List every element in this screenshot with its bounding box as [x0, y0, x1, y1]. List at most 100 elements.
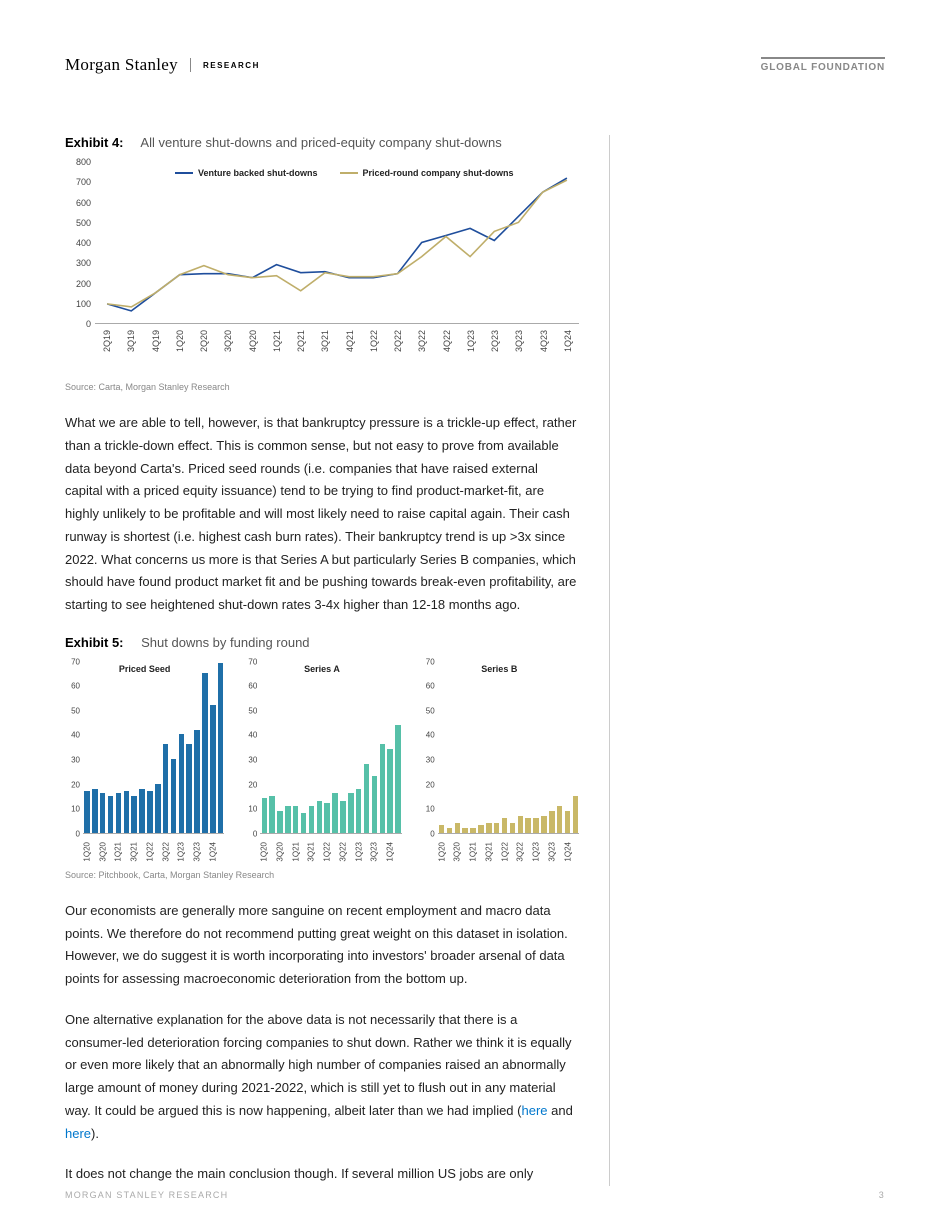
exhibit5-xtick: 3Q23 — [547, 842, 556, 862]
exhibit4-plot-area — [95, 162, 579, 324]
exhibit5-bar — [186, 744, 192, 832]
exhibit5-bar — [356, 789, 362, 833]
exhibit5-panel: Priced Seed0102030405060701Q203Q201Q213Q… — [65, 662, 224, 862]
exhibit4-xtick: 1Q21 — [272, 330, 282, 352]
exhibit4-xtick: 2Q22 — [393, 330, 403, 352]
exhibit5-plot-area — [438, 662, 579, 834]
exhibit5-bar — [293, 806, 299, 833]
exhibit5-bar — [269, 796, 275, 833]
exhibit5-bar — [210, 705, 216, 833]
exhibit5-xtick: 3Q20 — [276, 842, 285, 862]
exhibit5-bar — [372, 776, 378, 833]
exhibit5-ytick: 10 — [65, 805, 80, 814]
exhibit4-xtick: 1Q22 — [369, 330, 379, 352]
exhibit5-bar — [541, 816, 547, 833]
exhibit5-xtick: 1Q24 — [563, 842, 572, 862]
exhibit5-xtick: 3Q21 — [307, 842, 316, 862]
exhibit5-bar — [301, 813, 307, 833]
exhibit5-bar — [455, 823, 461, 833]
para3-a: One alternative explanation for the abov… — [65, 1012, 572, 1118]
exhibit4-label: Exhibit 4: — [65, 135, 124, 150]
exhibit5-xtick: 1Q20 — [82, 842, 91, 862]
page-header: Morgan Stanley RESEARCH GLOBAL FOUNDATIO… — [65, 55, 885, 75]
global-foundation-label: GLOBAL FOUNDATION — [761, 57, 885, 73]
exhibit5-ytick: 10 — [420, 805, 435, 814]
exhibit5-bar — [502, 818, 508, 833]
exhibit5-ytick: 10 — [242, 805, 257, 814]
exhibit5-xtick: 1Q21 — [469, 842, 478, 862]
exhibit5-xtick: 1Q23 — [177, 842, 186, 862]
exhibit4-ytick: 600 — [65, 198, 91, 208]
link-here-2[interactable]: here — [65, 1126, 91, 1141]
exhibit5-ytick: 40 — [242, 731, 257, 740]
exhibit5-xtick: 3Q22 — [161, 842, 170, 862]
exhibit5-panel: Series A0102030405060701Q203Q201Q213Q211… — [242, 662, 401, 862]
exhibit4-xtick: 2Q20 — [199, 330, 209, 352]
header-divider — [190, 58, 191, 72]
exhibit4-ytick: 200 — [65, 279, 91, 289]
exhibit5-bar — [202, 673, 208, 833]
para3-b: and — [548, 1103, 573, 1118]
exhibit5-ytick: 40 — [65, 731, 80, 740]
exhibit5-xtick: 3Q23 — [193, 842, 202, 862]
exhibit5-ytick: 0 — [65, 829, 80, 838]
exhibit5-ytick: 0 — [242, 829, 257, 838]
paragraph-4: It does not change the main conclusion t… — [65, 1163, 579, 1186]
exhibit5-bar — [285, 806, 291, 833]
exhibit4-title: Exhibit 4: All venture shut-downs and pr… — [65, 135, 579, 150]
exhibit5-xtick: 3Q22 — [338, 842, 347, 862]
link-here-1[interactable]: here — [521, 1103, 547, 1118]
exhibit5-bar — [380, 744, 386, 832]
exhibit4-xtick: 4Q19 — [151, 330, 161, 352]
exhibit5-xtick: 1Q20 — [260, 842, 269, 862]
header-left: Morgan Stanley RESEARCH — [65, 55, 260, 75]
exhibit5-xtick: 3Q23 — [370, 842, 379, 862]
exhibit5-bar — [92, 789, 98, 833]
exhibit4-caption: All venture shut-downs and priced-equity… — [140, 135, 501, 150]
exhibit5-bar — [277, 811, 283, 833]
exhibit5-ytick: 60 — [65, 682, 80, 691]
exhibit4-xtick: 4Q20 — [248, 330, 258, 352]
exhibit5-xtick: 1Q21 — [114, 842, 123, 862]
exhibit4-xtick: 4Q21 — [345, 330, 355, 352]
exhibit5-bar — [340, 801, 346, 833]
exhibit5-bar — [462, 828, 468, 833]
exhibit5-bar — [510, 823, 516, 833]
brand-logo: Morgan Stanley — [65, 55, 178, 75]
exhibit4-ytick: 0 — [65, 319, 91, 329]
exhibit5-bar — [348, 793, 354, 832]
main-column: Exhibit 4: All venture shut-downs and pr… — [65, 135, 610, 1186]
exhibit5-bar — [317, 801, 323, 833]
exhibit5-bar — [139, 789, 145, 833]
exhibit5-bar — [124, 791, 130, 833]
exhibit5-bar — [131, 796, 137, 833]
exhibit5-bar — [565, 811, 571, 833]
exhibit5-bar — [194, 730, 200, 833]
exhibit4-svg — [95, 162, 579, 323]
exhibit5-ytick: 30 — [420, 756, 435, 765]
exhibit4-xtick: 2Q21 — [296, 330, 306, 352]
exhibit5-xtick: 1Q24 — [386, 842, 395, 862]
exhibit5-ytick: 50 — [242, 706, 257, 715]
exhibit5-bar — [557, 806, 563, 833]
exhibit4-xtick: 3Q19 — [126, 330, 136, 352]
exhibit5-ytick: 0 — [420, 829, 435, 838]
exhibit5-bar — [262, 798, 268, 832]
exhibit5-xtick: 3Q22 — [516, 842, 525, 862]
exhibit4-series-line — [107, 180, 567, 307]
exhibit4-source: Source: Carta, Morgan Stanley Research — [65, 382, 579, 392]
exhibit4-chart: Venture backed shut-downsPriced-round co… — [65, 162, 579, 352]
research-label: RESEARCH — [203, 61, 260, 70]
exhibit4-xtick: 3Q22 — [417, 330, 427, 352]
exhibit5-ytick: 60 — [242, 682, 257, 691]
exhibit5-xtick: 1Q22 — [500, 842, 509, 862]
exhibit4-xtick: 4Q23 — [539, 330, 549, 352]
exhibit4-xtick: 1Q23 — [466, 330, 476, 352]
para3-c: ). — [91, 1126, 99, 1141]
exhibit5-bar — [486, 823, 492, 833]
exhibit5-bar — [494, 823, 500, 833]
exhibit5-bar — [525, 818, 531, 833]
exhibit5-ytick: 40 — [420, 731, 435, 740]
exhibit4-xtick: 3Q23 — [514, 330, 524, 352]
exhibit5-plot-area — [260, 662, 401, 834]
